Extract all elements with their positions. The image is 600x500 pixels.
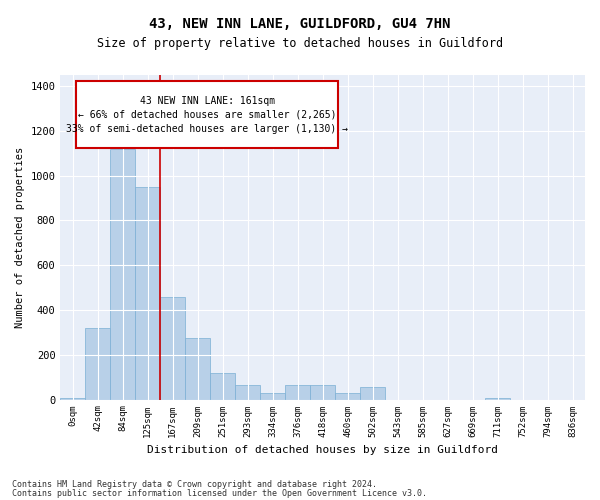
Bar — [136, 187, 160, 400]
X-axis label: Distribution of detached houses by size in Guildford: Distribution of detached houses by size … — [147, 445, 498, 455]
Bar — [110, 149, 136, 400]
Bar — [85, 328, 110, 400]
Bar — [160, 296, 185, 400]
Text: Size of property relative to detached houses in Guildford: Size of property relative to detached ho… — [97, 38, 503, 51]
Bar — [485, 398, 510, 400]
Bar — [360, 387, 385, 400]
Text: Contains public sector information licensed under the Open Government Licence v3: Contains public sector information licen… — [12, 489, 427, 498]
Text: Contains HM Land Registry data © Crown copyright and database right 2024.: Contains HM Land Registry data © Crown c… — [12, 480, 377, 489]
Bar — [310, 385, 335, 400]
Text: 43, NEW INN LANE, GUILDFORD, GU4 7HN: 43, NEW INN LANE, GUILDFORD, GU4 7HN — [149, 18, 451, 32]
Bar — [285, 385, 310, 400]
Bar — [61, 398, 85, 400]
FancyBboxPatch shape — [76, 82, 338, 148]
Bar — [335, 393, 360, 400]
Y-axis label: Number of detached properties: Number of detached properties — [15, 146, 25, 328]
Text: 43 NEW INN LANE: 161sqm
← 66% of detached houses are smaller (2,265)
33% of semi: 43 NEW INN LANE: 161sqm ← 66% of detache… — [67, 96, 349, 134]
Bar — [235, 385, 260, 400]
Bar — [185, 338, 210, 400]
Bar — [260, 393, 285, 400]
Bar — [210, 372, 235, 400]
